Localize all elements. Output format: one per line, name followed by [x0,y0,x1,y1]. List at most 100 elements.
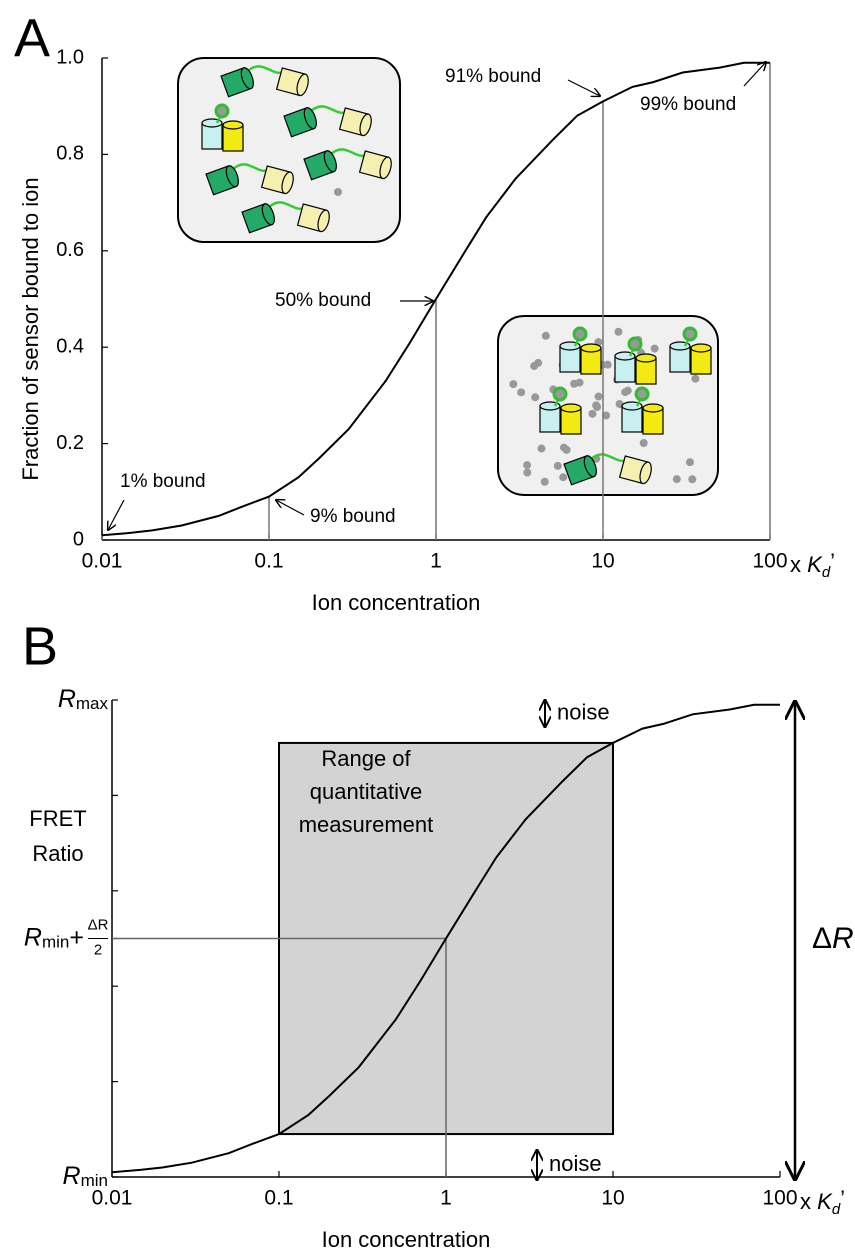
y-tick-label: Rmin [63,1162,108,1191]
annotation-arrow [743,62,766,87]
cylinder [358,150,392,180]
cylinder [220,67,254,98]
y-tick-label: 0.6 [56,239,84,261]
ion [650,344,659,353]
subscript: min [42,933,69,952]
x-tick-label: 0.1 [254,550,283,573]
linker [231,163,269,173]
x-unit: x Kd’ [800,1186,845,1218]
y-tick-label: 1.0 [56,46,84,68]
cylinder-cap [323,150,337,173]
x-tick-label: 0.1 [264,1187,293,1210]
x-unit-prime: ’ [830,549,835,574]
ion [572,326,588,342]
x-tick-label: 100 [762,1187,797,1210]
cylinder [563,455,597,486]
cylinder-cap [635,353,657,363]
y-tick-label: 0.4 [56,335,84,357]
annotation-arrow [108,499,125,530]
x-unit: x Kd’ [790,549,835,581]
cylinder-cap [642,403,664,413]
x-axis-label: Ion concentration [312,590,481,615]
ion [691,374,700,383]
inset-bound [497,315,719,496]
plus: + [69,923,84,951]
ion [214,103,230,119]
cylinder [338,107,372,137]
linker [246,65,284,75]
cylinder-cap [225,165,239,188]
ion [537,444,546,453]
x-unit-subscript: d [832,1201,841,1218]
cylinder-cap [240,67,254,90]
annotation: 91% bound [445,66,541,87]
ion [523,461,532,470]
cylinder [618,455,652,485]
annotation: 1% bound [120,471,206,492]
curve [111,703,780,1174]
linker [329,148,367,158]
delta-variable: R [832,922,854,955]
ion [627,336,643,352]
annotation: 50% bound [275,290,371,311]
y-axis-label: FRET [29,806,86,831]
annotation: 9% bound [310,506,396,527]
annotation-arrow [276,500,305,516]
cylinder-cap [379,156,392,180]
x-tick-label: 10 [601,1187,624,1210]
x-tick-label: 1 [440,1187,452,1210]
subscript: max [76,694,109,713]
ion [559,473,568,482]
ion [688,475,697,484]
cylinder-cap [296,73,309,97]
fraction-numerator: ΔR [88,916,109,933]
x-unit-symbol: K [807,552,823,577]
symbol: R [63,1162,81,1190]
ion [531,393,540,402]
ion [685,458,694,467]
linker [267,201,305,211]
x-unit-prefix: x [790,552,807,577]
ion [682,326,698,342]
ion [672,475,681,484]
range-label: quantitative [310,779,423,804]
x-unit-prefix: x [800,1189,817,1214]
inset-box [497,315,719,496]
ion [588,409,597,418]
y-tick-label: 0.2 [56,432,84,454]
ion [592,401,601,410]
x-tick-label: 10 [591,550,614,573]
cylinder-cap [261,203,275,226]
ion [540,477,549,486]
symbol: R [58,685,76,713]
panel-label: A [14,8,50,68]
y-axis-label: Fraction of sensor bound to ion [18,177,43,480]
range-label: measurement [299,812,434,837]
cylinder-cap [583,455,597,478]
ion [334,188,342,196]
linker [589,453,627,463]
cylinder [283,107,317,138]
cylinder-cap [690,343,712,353]
ion [541,331,550,340]
ion [552,386,568,402]
noise-label: noise [549,1151,602,1176]
ion [553,461,562,470]
cylinder [275,67,309,97]
ion [594,392,603,401]
range-label: Range of [321,746,411,771]
cylinder-cap [222,120,244,130]
symbol: R [24,923,42,951]
ion [517,388,526,397]
panel-label: B [22,616,58,676]
cylinder [241,203,275,234]
x-unit-subscript: d [822,564,831,581]
subscript: min [81,1171,108,1190]
y-axis-label: Ratio [32,841,83,866]
ion [634,386,650,402]
x-unit-symbol: K [817,1189,833,1214]
inset-unbound [177,57,401,243]
x-tick-label: 0.01 [82,550,123,573]
cylinder-cap [303,107,317,130]
